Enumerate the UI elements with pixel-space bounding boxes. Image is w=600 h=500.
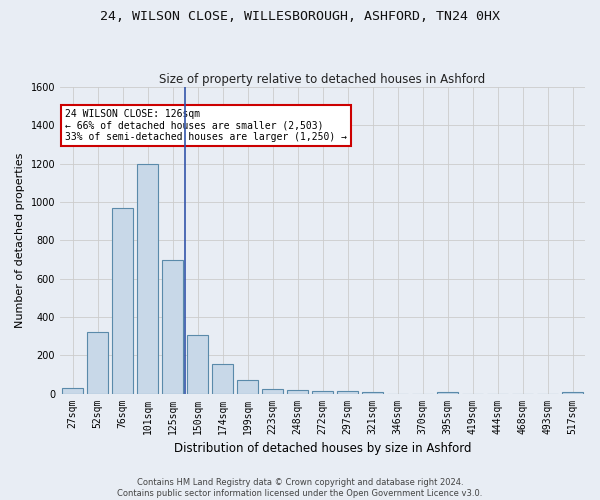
Bar xyxy=(262,389,283,394)
Bar xyxy=(237,380,258,394)
Bar xyxy=(87,332,108,394)
Bar xyxy=(362,392,383,394)
Bar xyxy=(437,392,458,394)
Text: Contains HM Land Registry data © Crown copyright and database right 2024.
Contai: Contains HM Land Registry data © Crown c… xyxy=(118,478,482,498)
Bar xyxy=(562,392,583,394)
Bar xyxy=(162,260,183,394)
Bar xyxy=(187,335,208,394)
Bar xyxy=(137,164,158,394)
Bar xyxy=(112,208,133,394)
X-axis label: Distribution of detached houses by size in Ashford: Distribution of detached houses by size … xyxy=(174,442,471,455)
Text: 24 WILSON CLOSE: 126sqm
← 66% of detached houses are smaller (2,503)
33% of semi: 24 WILSON CLOSE: 126sqm ← 66% of detache… xyxy=(65,108,347,142)
Bar xyxy=(312,390,333,394)
Bar xyxy=(212,364,233,394)
Bar xyxy=(62,388,83,394)
Text: 24, WILSON CLOSE, WILLESBOROUGH, ASHFORD, TN24 0HX: 24, WILSON CLOSE, WILLESBOROUGH, ASHFORD… xyxy=(100,10,500,23)
Bar xyxy=(337,392,358,394)
Bar xyxy=(287,390,308,394)
Title: Size of property relative to detached houses in Ashford: Size of property relative to detached ho… xyxy=(160,73,485,86)
Y-axis label: Number of detached properties: Number of detached properties xyxy=(15,152,25,328)
